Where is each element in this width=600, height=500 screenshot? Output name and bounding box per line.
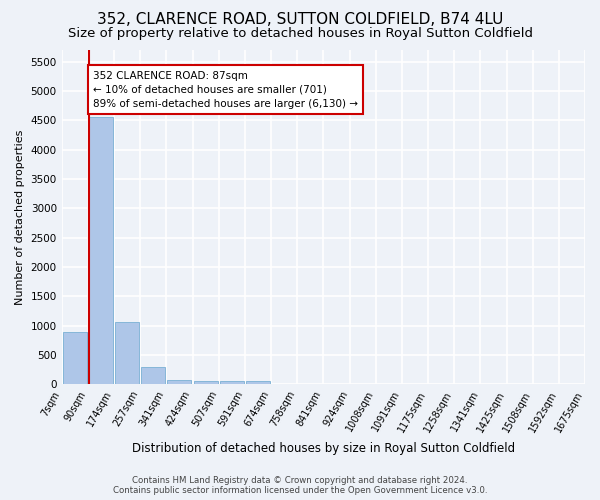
Text: Contains HM Land Registry data © Crown copyright and database right 2024.
Contai: Contains HM Land Registry data © Crown c… bbox=[113, 476, 487, 495]
Bar bbox=[115, 322, 139, 384]
Bar bbox=[167, 380, 191, 384]
Bar bbox=[220, 380, 244, 384]
Bar bbox=[141, 367, 165, 384]
Bar bbox=[63, 332, 87, 384]
Bar bbox=[89, 118, 113, 384]
Bar bbox=[246, 381, 270, 384]
Bar bbox=[194, 380, 218, 384]
X-axis label: Distribution of detached houses by size in Royal Sutton Coldfield: Distribution of detached houses by size … bbox=[132, 442, 515, 455]
Text: 352 CLARENCE ROAD: 87sqm
← 10% of detached houses are smaller (701)
89% of semi-: 352 CLARENCE ROAD: 87sqm ← 10% of detach… bbox=[93, 70, 358, 108]
Y-axis label: Number of detached properties: Number of detached properties bbox=[15, 130, 25, 305]
Text: 352, CLARENCE ROAD, SUTTON COLDFIELD, B74 4LU: 352, CLARENCE ROAD, SUTTON COLDFIELD, B7… bbox=[97, 12, 503, 28]
Text: Size of property relative to detached houses in Royal Sutton Coldfield: Size of property relative to detached ho… bbox=[67, 28, 533, 40]
